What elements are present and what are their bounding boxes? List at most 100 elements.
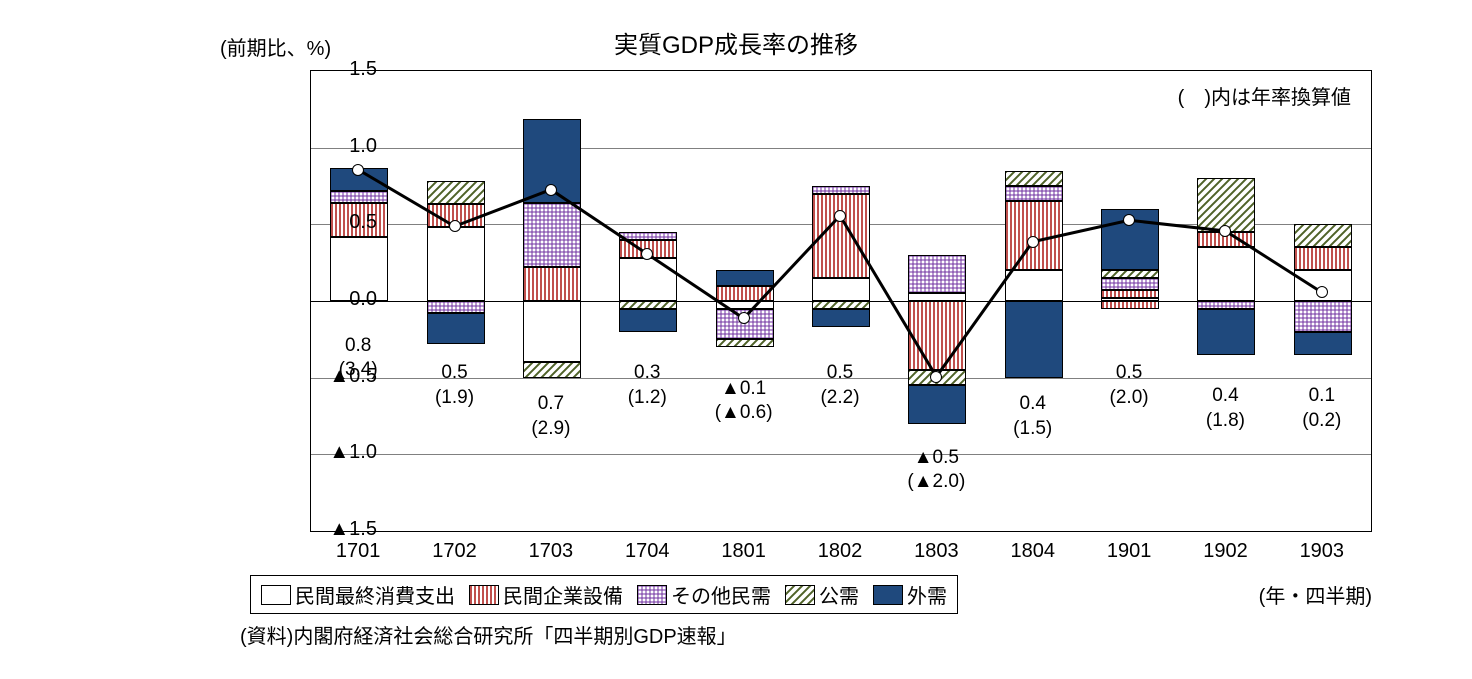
bar-segment-public <box>1294 224 1352 247</box>
line-marker <box>641 248 653 260</box>
line-marker <box>738 312 750 324</box>
legend-swatch-external <box>873 585 903 605</box>
bar-segment-public <box>427 181 485 204</box>
line-marker <box>545 184 557 196</box>
bar-segment-public <box>812 301 870 309</box>
y-tick-label: 0.5 <box>307 211 377 234</box>
bar-segment-investment <box>812 194 870 278</box>
y-tick-label: 0.0 <box>307 288 377 311</box>
legend-swatch-public <box>785 585 815 605</box>
line-marker <box>1316 286 1328 298</box>
legend-label: その他民需 <box>671 580 771 609</box>
line-marker <box>1027 236 1039 248</box>
bar-segment-public <box>523 362 581 377</box>
x-tick-label: 1902 <box>1195 540 1255 563</box>
bar-segment-other <box>908 255 966 293</box>
data-label: 0.5(1.9) <box>407 361 503 410</box>
x-tick-label: 1703 <box>521 540 581 563</box>
legend-swatch-other <box>637 585 667 605</box>
x-tick-label: 1802 <box>810 540 870 563</box>
bar-segment-other <box>1294 301 1352 332</box>
data-label: 0.5(2.0) <box>1081 361 1177 410</box>
data-label: 0.5(2.2) <box>792 361 888 410</box>
chart-title: 実質GDP成長率の推移 <box>614 25 858 60</box>
data-label: 0.1(0.2) <box>1274 384 1370 433</box>
x-tick-label: 1702 <box>425 540 485 563</box>
x-tick-label: 1801 <box>714 540 774 563</box>
plot-area: ( )内は年率換算値 <box>310 70 1372 532</box>
data-label: ▲0.1(▲0.6) <box>696 377 792 426</box>
y-tick-label: ▲1.0 <box>307 441 377 464</box>
line-marker <box>352 164 364 176</box>
bar-segment-consumption <box>908 293 966 301</box>
bar-segment-consumption <box>716 301 774 309</box>
bar-segment-external <box>1294 332 1352 355</box>
bar-segment-external <box>1005 301 1063 378</box>
x-tick-label: 1704 <box>617 540 677 563</box>
bar-segment-other <box>812 186 870 194</box>
x-axis-label: (年・四半期) <box>1259 580 1372 609</box>
gdp-chart: 実質GDP成長率の推移 (前期比、%) ( )内は年率換算値 (年・四半期) 民… <box>20 20 1452 659</box>
bar-segment-other <box>523 203 581 267</box>
source-note: (資料)内閣府経済社会総合研究所「四半期別GDP速報」 <box>240 620 737 649</box>
annotation-note: ( )内は年率換算値 <box>1178 81 1351 110</box>
bar-segment-consumption <box>1197 247 1255 301</box>
data-label: 0.4(1.5) <box>985 392 1081 441</box>
legend-item-consumption: 民間最終消費支出 <box>261 580 455 609</box>
bar-segment-other <box>619 232 677 240</box>
bar-segment-other <box>1101 278 1159 290</box>
legend-label: 民間企業設備 <box>503 580 623 609</box>
bar-segment-investment <box>908 301 966 370</box>
line-marker <box>1219 225 1231 237</box>
bar-segment-public <box>1005 171 1063 186</box>
bar-segment-public <box>619 301 677 309</box>
bar-segment-external <box>619 309 677 332</box>
bar-segment-external <box>908 385 966 423</box>
line-marker <box>930 371 942 383</box>
y-tick-label: 1.0 <box>307 135 377 158</box>
legend-label: 公需 <box>819 580 859 609</box>
y-axis-label: (前期比、%) <box>220 32 331 61</box>
line-marker <box>449 220 461 232</box>
bar-segment-other <box>427 301 485 313</box>
gridline <box>311 148 1371 149</box>
y-tick-label: 1.5 <box>307 58 377 81</box>
legend-item-external: 外需 <box>873 580 947 609</box>
bar-segment-public <box>1101 270 1159 278</box>
bar-segment-consumption <box>812 278 870 301</box>
bar-segment-investment <box>1101 301 1159 309</box>
bar-segment-consumption <box>619 258 677 301</box>
data-label: 0.7(2.9) <box>503 392 599 441</box>
x-tick-label: 1903 <box>1292 540 1352 563</box>
line-marker <box>1123 214 1135 226</box>
legend-item-public: 公需 <box>785 580 859 609</box>
bar-segment-external <box>716 270 774 285</box>
bar-segment-consumption <box>523 301 581 362</box>
bar-segment-other <box>330 191 388 203</box>
bar-segment-investment <box>1101 290 1159 298</box>
x-tick-label: 1901 <box>1099 540 1159 563</box>
data-label: 0.8(3.4) <box>310 334 406 383</box>
legend-swatch-investment <box>469 585 499 605</box>
legend-label: 外需 <box>907 580 947 609</box>
bar-segment-other <box>1197 301 1255 309</box>
y-tick-label: ▲1.5 <box>307 518 377 541</box>
data-label: 0.4(1.8) <box>1177 384 1273 433</box>
bar-segment-public <box>716 339 774 347</box>
x-tick-label: 1804 <box>1003 540 1063 563</box>
bar-segment-public <box>1197 178 1255 232</box>
legend: 民間最終消費支出 民間企業設備 その他民需 公需 外需 <box>250 575 958 614</box>
bar-segment-external <box>1197 309 1255 355</box>
bar-segment-other <box>1005 186 1063 201</box>
bar-segment-external <box>427 313 485 344</box>
bar-segment-consumption <box>427 227 485 301</box>
bar-segment-investment <box>716 286 774 301</box>
bar-segment-external <box>812 309 870 327</box>
x-tick-label: 1803 <box>906 540 966 563</box>
line-marker <box>834 210 846 222</box>
x-tick-label: 1701 <box>328 540 388 563</box>
legend-item-other: その他民需 <box>637 580 771 609</box>
data-label: 0.3(1.2) <box>599 361 695 410</box>
data-label: ▲0.5(▲2.0) <box>888 446 984 495</box>
legend-swatch-consumption <box>261 585 291 605</box>
